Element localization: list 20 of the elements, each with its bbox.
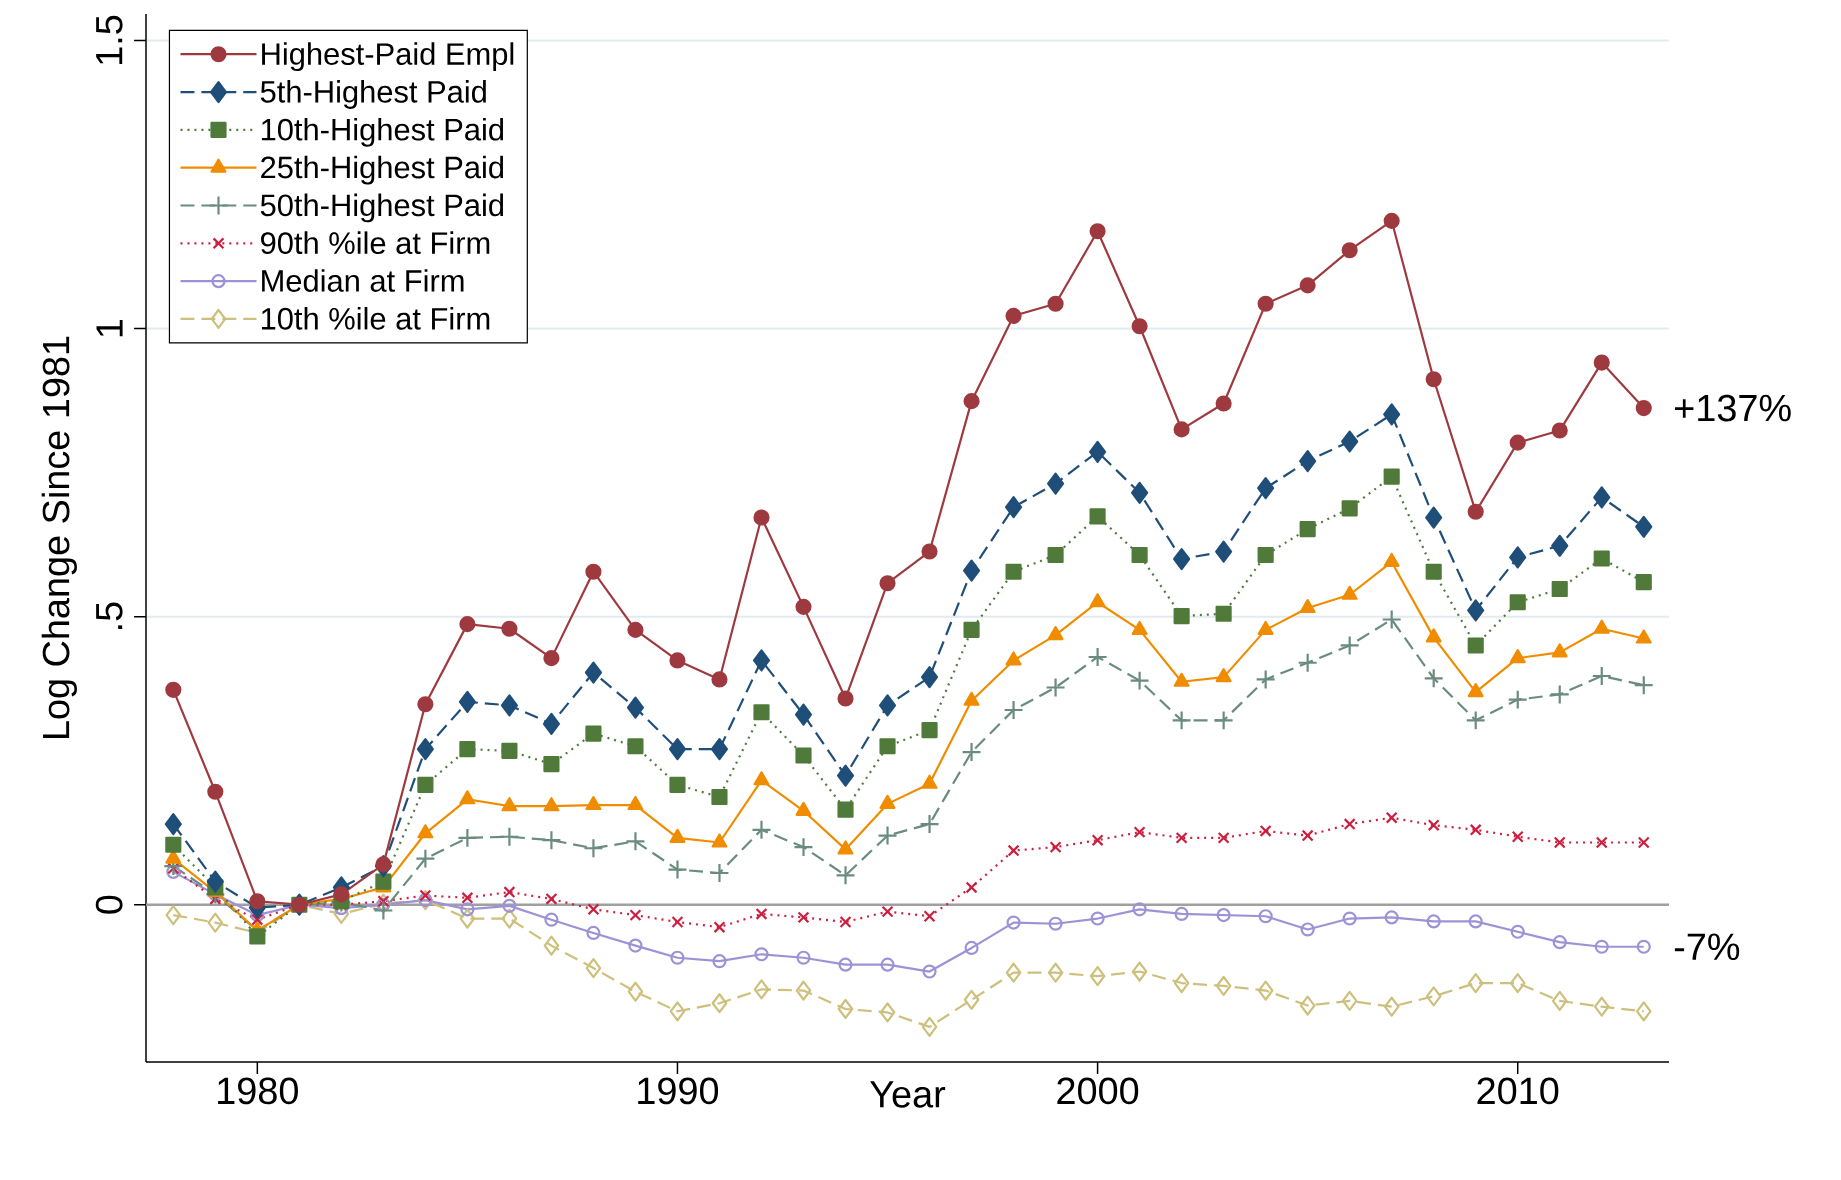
x-tick-label: 1990 — [638, 1077, 719, 1105]
legend-label: 25th-Highest Paid — [261, 155, 504, 185]
y-tick-label: .5 — [96, 602, 123, 629]
legend-label: Median at Firm — [262, 269, 464, 292]
x-tick-label: 2010 — [1477, 1077, 1559, 1105]
y-axis-title: Log Change Since 1981 — [41, 336, 77, 739]
legend-label: 90th %ile at Firm — [261, 231, 490, 255]
x-tick-label: 1980 — [218, 1077, 298, 1105]
legend-label: 10th-Highest Paid — [261, 117, 504, 147]
legend-label: Highest-Paid Empl — [262, 42, 514, 72]
legend-label: 5th-Highest Paid — [260, 80, 486, 109]
y-tick-label: 1.5 — [96, 15, 123, 64]
legend-label: 10th %ile at Firm — [261, 307, 490, 330]
legend-label: 50th-Highest Paid — [260, 193, 504, 223]
x-axis-title: Year — [870, 1081, 946, 1108]
annotation: +137% — [1675, 394, 1791, 422]
y-tick-label: 0 — [95, 895, 123, 914]
x-tick-label: 2000 — [1057, 1077, 1139, 1105]
y-tick-label: 1 — [96, 319, 123, 337]
annotation: -7% — [1674, 933, 1740, 961]
